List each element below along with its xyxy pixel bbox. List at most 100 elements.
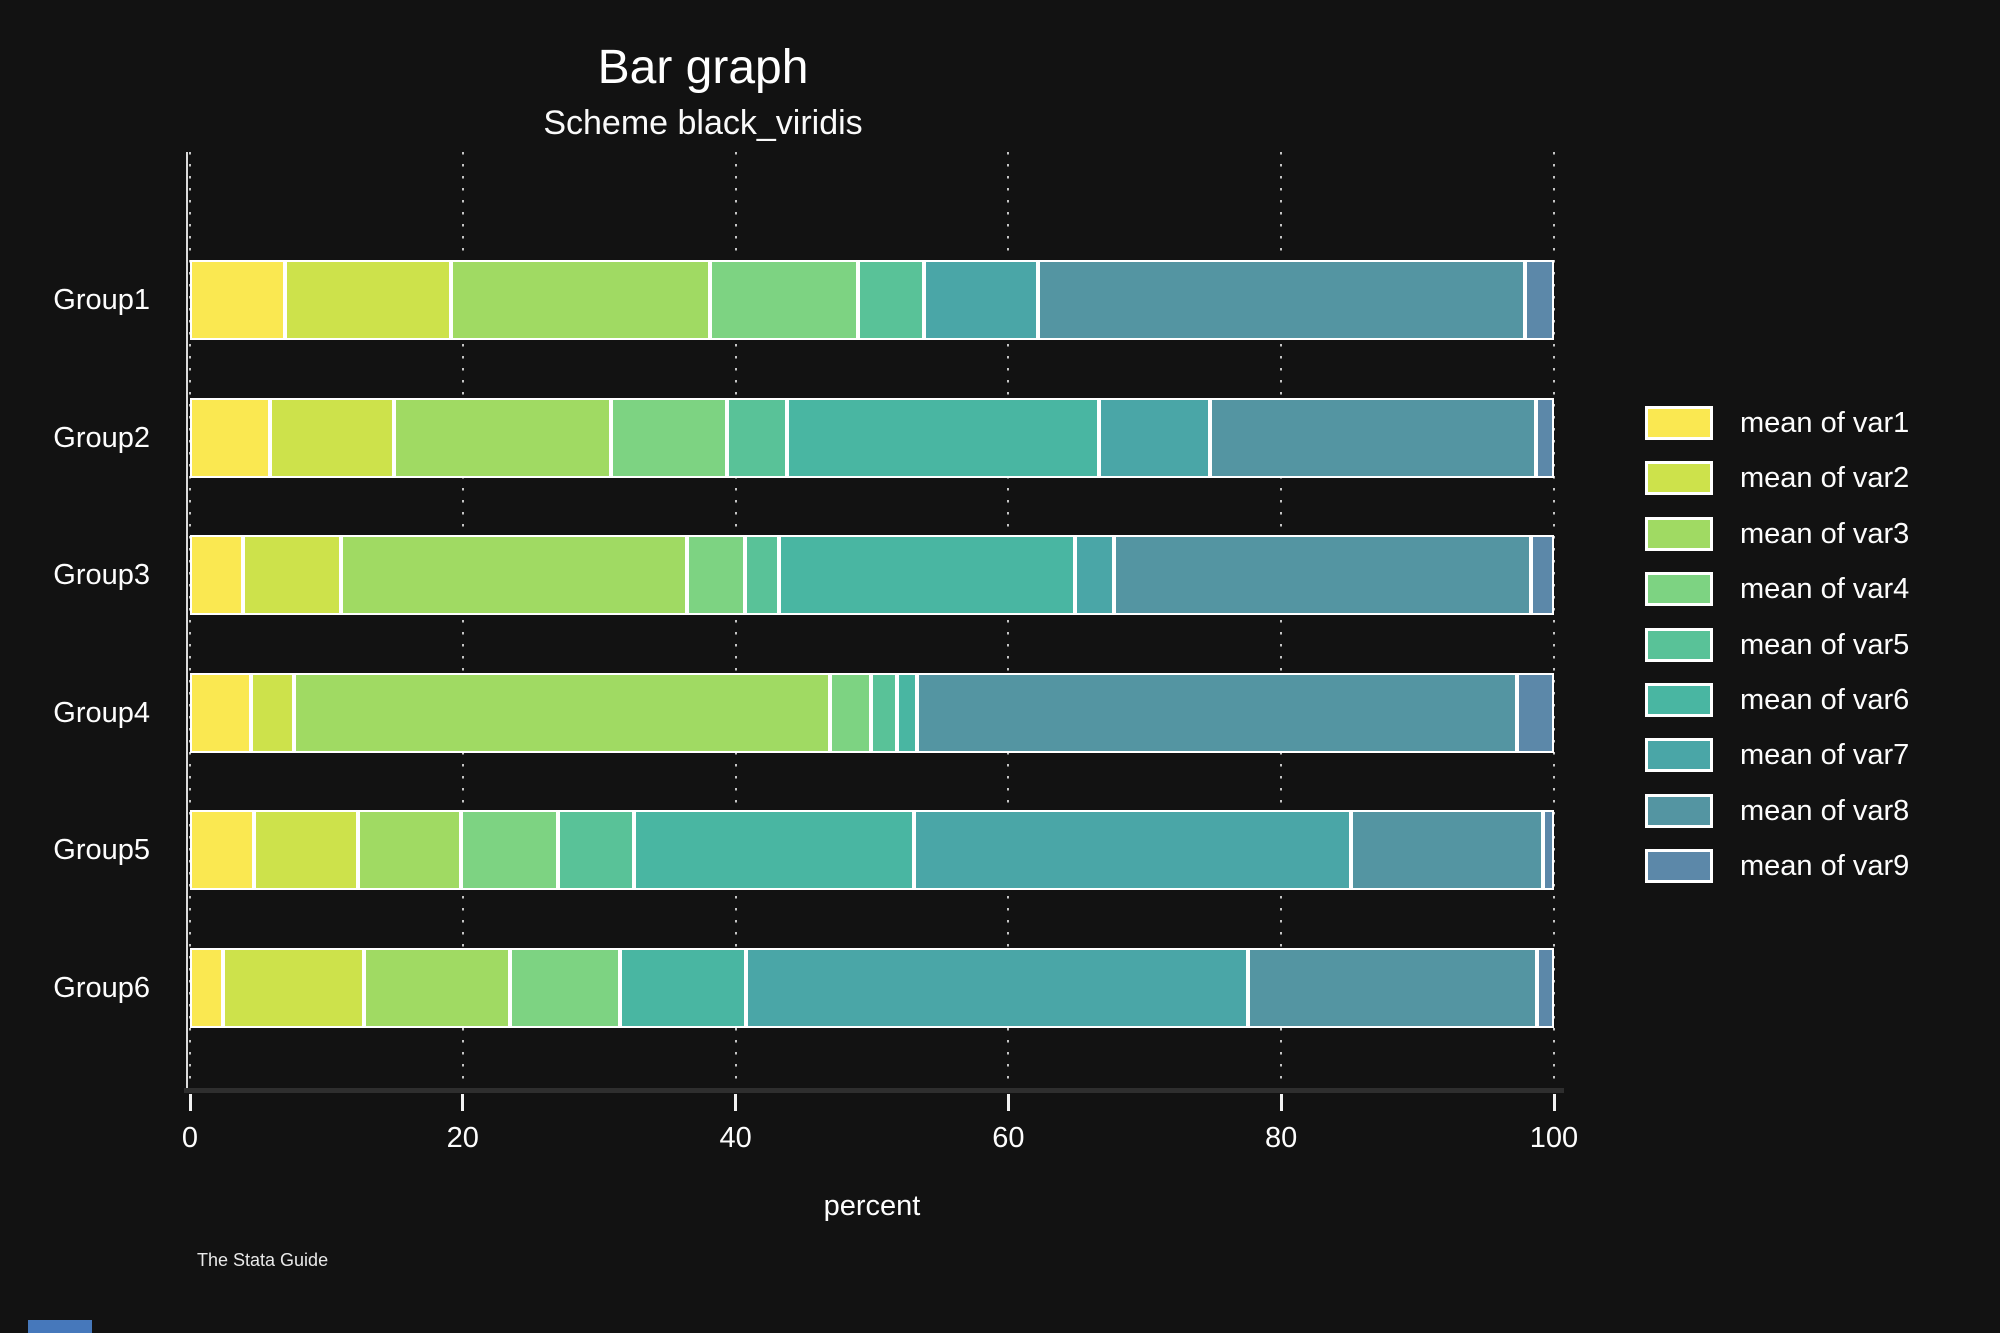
legend-label: mean of var9 [1740,850,1910,883]
x-tick-label: 40 [719,1122,752,1154]
x-tick-label: 20 [446,1122,479,1154]
legend-label: mean of var3 [1740,517,1910,550]
bar-segment [1037,260,1525,340]
bar-segment [726,397,787,478]
legend-label: mean of var2 [1740,462,1910,495]
bar-segment [357,810,462,891]
bar-segment [923,260,1038,340]
bar-segment [1099,397,1211,478]
x-tick-label: 0 [181,1122,199,1154]
bar-segment [450,260,710,340]
x-tick-mark [734,1094,738,1111]
chart-subtitle: Scheme black_viridis [543,104,863,142]
bar-segment [620,948,746,1028]
bar-segment [190,535,243,616]
bar-segment [222,948,364,1028]
gridline [1007,152,1010,1089]
taskbar-fragment [28,1320,92,1333]
x-tick-mark [188,1094,192,1111]
bar-segment [190,397,270,478]
bar-segment [293,672,830,753]
gridline [1280,152,1283,1089]
bar-segment [1543,810,1554,891]
bar-segment [242,535,341,616]
legend-swatch [1645,627,1713,662]
bar-segment [779,535,1075,616]
bar-segment [1536,948,1554,1028]
bar-segment [285,260,451,340]
bar-segment [1524,260,1554,340]
bar-segment [1531,535,1554,616]
bar-segment [269,397,394,478]
y-axis-line [186,152,188,1092]
bar-segment [557,810,634,891]
bar-segment [745,948,1248,1028]
bar-segment [870,672,898,753]
bar-segment [190,948,223,1028]
bar-segment [709,260,858,340]
legend-swatch [1645,683,1713,717]
bar-segment [857,260,924,340]
gridline [461,152,464,1089]
bar-segment [917,672,1518,753]
group-label: Group6 [53,972,150,1004]
x-tick-mark [1279,1094,1283,1111]
x-axis-title: percent [823,1190,921,1222]
gridline [734,152,737,1089]
chart-title: Bar graph [597,41,809,94]
bar-segment [461,810,558,891]
bar-segment [251,672,294,753]
group-label: Group2 [53,421,150,454]
bar-segment [1074,535,1115,616]
bar-segment [1210,397,1536,478]
bar-segment [786,397,1100,478]
x-tick-label: 100 [1529,1122,1579,1154]
bar-segment [1535,397,1554,478]
legend-swatch [1645,738,1713,773]
x-tick-mark [461,1094,465,1111]
bar-segment [190,672,252,753]
bar-segment [745,535,780,616]
bar-segment [829,672,871,753]
legend-swatch [1645,793,1713,828]
x-tick-label: 60 [992,1122,1025,1154]
bar-segment [254,810,358,891]
legend-swatch [1645,849,1713,884]
x-axis-line [184,1088,1564,1093]
x-tick-mark [1006,1094,1010,1111]
group-label: Group3 [53,559,150,592]
legend-label: mean of var6 [1740,684,1910,716]
bar-segment [340,535,688,616]
bar-segment [633,810,914,891]
bar-segment [363,948,510,1028]
gridline [1553,152,1555,1089]
legend-label: mean of var1 [1740,407,1910,439]
bar-segment [1247,948,1537,1028]
bar-segment [1517,672,1554,753]
bar-segment [1350,810,1544,891]
group-label: Group4 [53,696,150,729]
x-tick-mark [1552,1094,1556,1111]
bar-segment [393,397,611,478]
bar-segment [509,948,621,1028]
gridline [189,152,191,1089]
legend-label: mean of var5 [1740,628,1910,661]
legend-label: mean of var4 [1740,573,1910,606]
bar-segment [913,810,1351,891]
bar-segment [897,672,917,753]
bar-segment [190,810,255,891]
legend-label: mean of var8 [1740,794,1910,827]
bar-segment [610,397,727,478]
legend-swatch [1645,461,1713,496]
group-label: Group1 [53,284,150,316]
bar-segment [687,535,746,616]
legend-swatch [1645,516,1713,551]
bar-segment [1114,535,1532,616]
watermark-text: The Stata Guide [197,1250,329,1270]
legend-label: mean of var7 [1740,739,1910,772]
bar-segment [190,260,286,340]
legend-swatch [1645,572,1713,607]
legend-swatch [1645,406,1713,440]
x-tick-label: 80 [1265,1122,1298,1154]
